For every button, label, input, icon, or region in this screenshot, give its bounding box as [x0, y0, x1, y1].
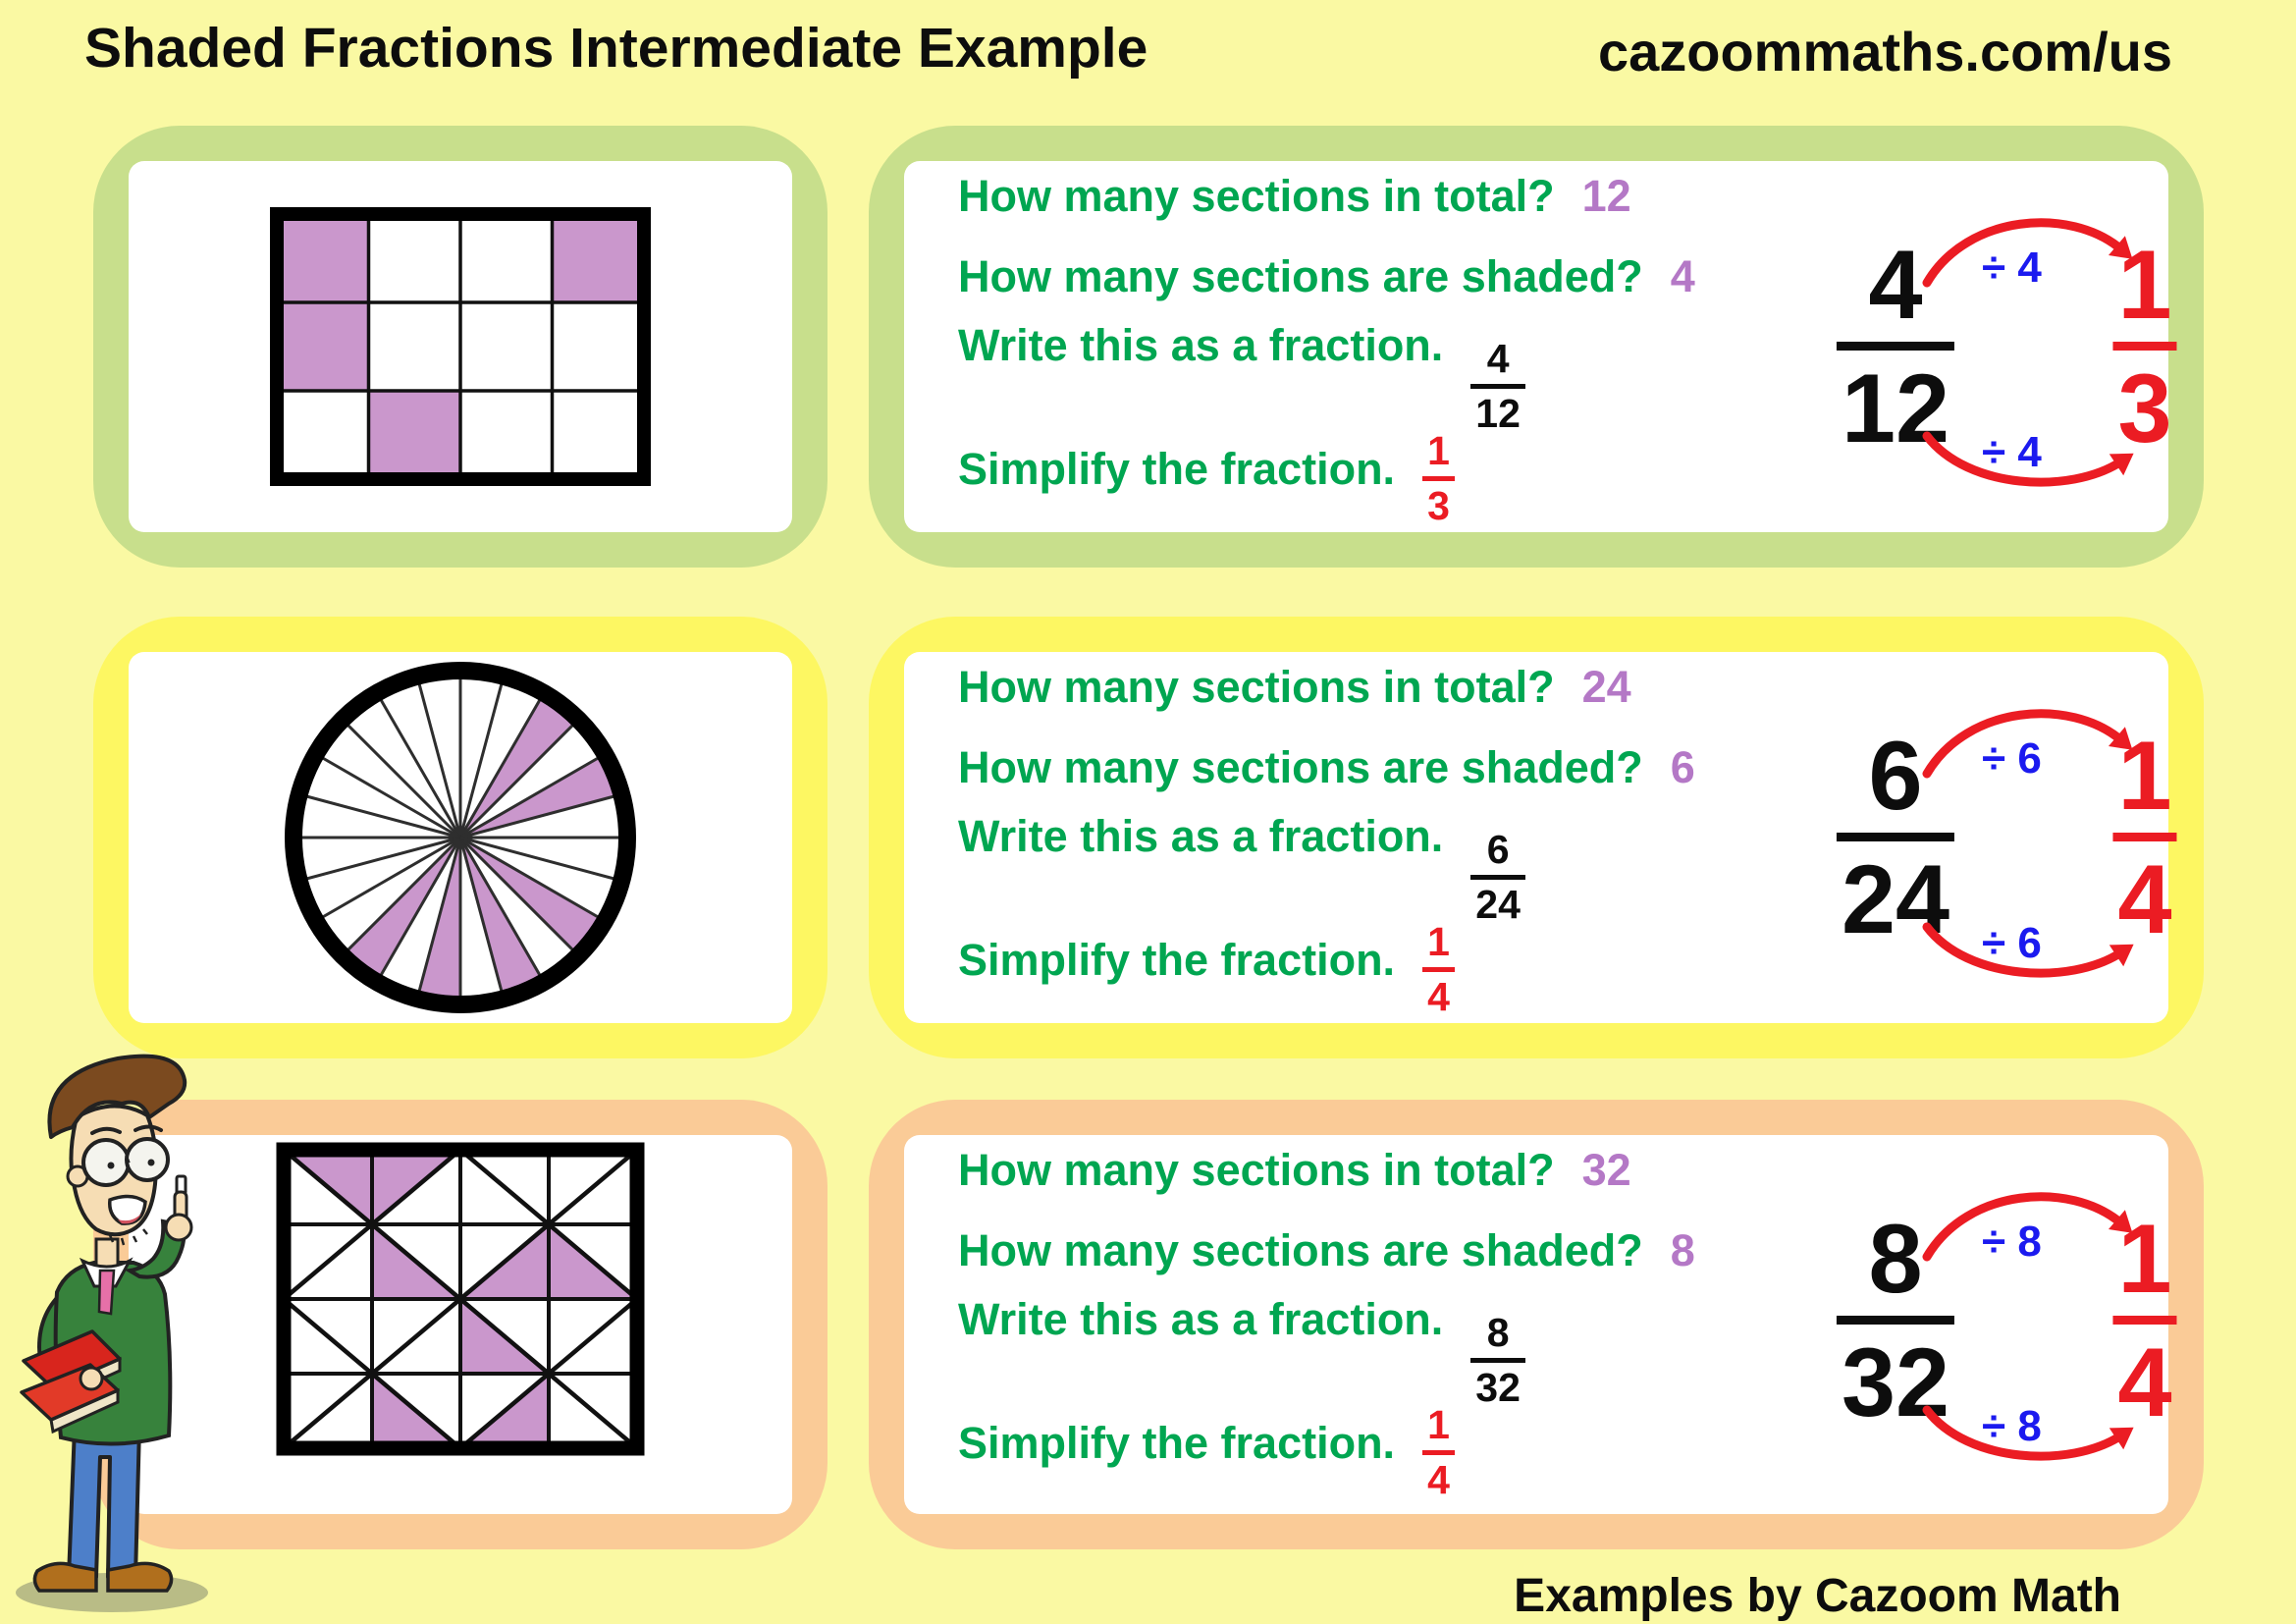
question-total: How many sections in total? 12 — [958, 171, 1631, 221]
question-panel-1: How many sections in total? 12 How many … — [869, 126, 2204, 568]
circle-figure — [129, 652, 792, 1023]
divisor-label-bottom: ÷ 4 — [1982, 428, 2042, 476]
fraction-small: 6 24 — [1470, 830, 1525, 925]
fraction-small: 8 32 — [1470, 1313, 1525, 1408]
teacher-cartoon — [16, 1054, 208, 1612]
shape-panel-rectangle-grid — [93, 126, 828, 568]
divide-arrow-bottom-icon — [1922, 431, 2134, 487]
question-shaded: How many sections are shaded? 6 — [958, 742, 1695, 792]
divisor-label-bottom: ÷ 6 — [1982, 919, 2042, 967]
question-write-fraction: Write this as a fraction. 6 24 — [958, 811, 1695, 925]
divide-arrow-top-icon — [1922, 218, 2133, 288]
shape-panel-triangle-grid — [93, 1100, 828, 1549]
answer-shaded: 8 — [1670, 1225, 1695, 1275]
question-panel-2: How many sections in total? 24 How many … — [869, 617, 2204, 1058]
website-url: cazoommaths.com/us — [1597, 21, 2172, 82]
divisor-label-bottom: ÷ 8 — [1982, 1402, 2042, 1450]
answer-total: 32 — [1581, 1145, 1631, 1195]
question-total: How many sections in total? 32 — [958, 1145, 1631, 1195]
divisor-label-top: ÷ 8 — [1982, 1218, 2042, 1266]
footer-credit: Examples by Cazoom Math — [1514, 1570, 2121, 1622]
page-title: Shaded Fractions Intermediate Example — [84, 17, 1148, 80]
question-panel-3: How many sections in total? 32 How many … — [869, 1100, 2204, 1549]
divide-arrow-bottom-icon — [1922, 1405, 2134, 1461]
question-write-fraction: Write this as a fraction. 8 32 — [958, 1294, 1695, 1408]
original-fraction-large: 8 32 — [1836, 1210, 1955, 1431]
shape-panel-circle — [93, 617, 828, 1058]
question-shaded: How many sections are shaded? 4 — [958, 251, 1695, 301]
original-fraction-large: 6 24 — [1836, 727, 1955, 947]
answer-total: 12 — [1581, 171, 1631, 221]
question-write-fraction: Write this as a fraction. 4 12 — [958, 320, 1695, 434]
fraction-small: 4 12 — [1470, 339, 1525, 434]
divide-arrow-top-icon — [1922, 1192, 2133, 1262]
rectangle-grid-figure — [129, 161, 792, 532]
question-shaded: How many sections are shaded? 8 — [958, 1225, 1695, 1275]
answer-shaded: 6 — [1670, 742, 1695, 792]
divide-arrow-top-icon — [1922, 709, 2133, 779]
question-total: How many sections in total? 24 — [958, 662, 1631, 712]
divisor-label-top: ÷ 4 — [1982, 244, 2042, 292]
divisor-label-top: ÷ 6 — [1982, 734, 2042, 783]
divide-arrow-bottom-icon — [1922, 922, 2134, 978]
answer-total: 24 — [1581, 662, 1631, 712]
answer-shaded: 4 — [1670, 251, 1695, 301]
triangle-grid-figure — [129, 1135, 792, 1514]
